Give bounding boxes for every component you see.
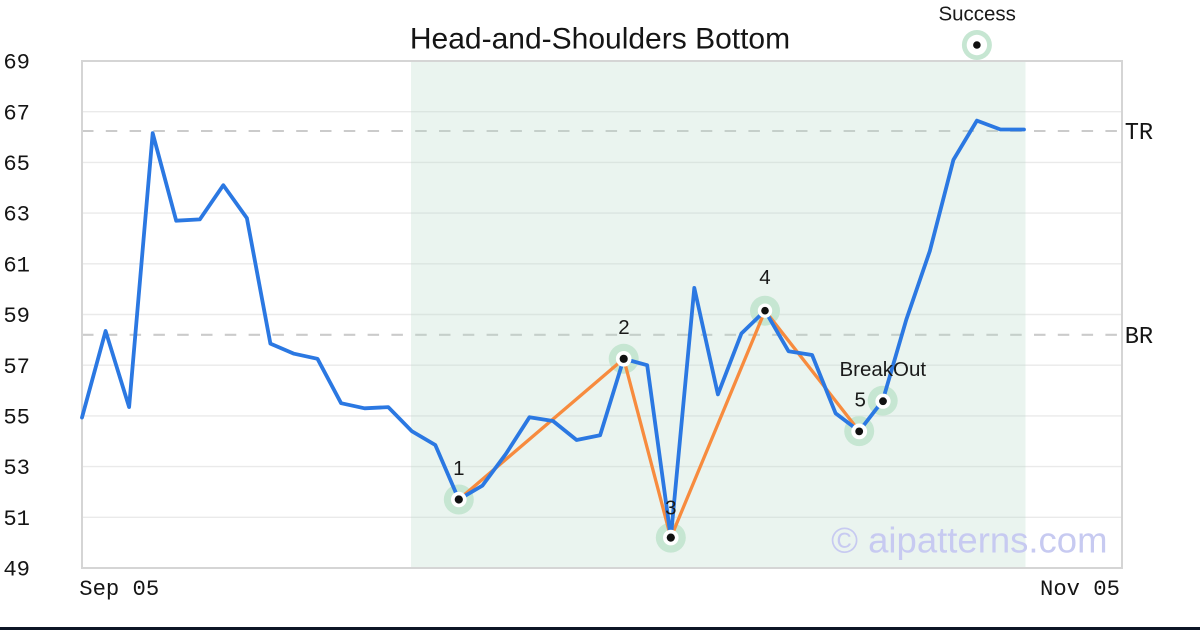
svg-text:Head-and-Shoulders Bottom: Head-and-Shoulders Bottom [410,23,790,56]
svg-text:Success: Success [938,2,1015,25]
svg-text:63: 63 [3,203,30,228]
svg-text:BR: BR [1125,324,1153,351]
svg-text:67: 67 [3,101,30,126]
svg-text:53: 53 [3,456,30,481]
svg-text:55: 55 [3,406,30,431]
svg-text:Nov 05: Nov 05 [1040,577,1120,602]
svg-text:57: 57 [3,355,30,380]
svg-text:65: 65 [3,152,30,177]
svg-text:61: 61 [3,253,30,278]
svg-text:49: 49 [3,558,30,583]
svg-text:69: 69 [3,51,30,76]
svg-text:4: 4 [759,266,770,289]
svg-text:5: 5 [854,389,865,412]
svg-text:3: 3 [665,497,676,520]
svg-text:BreakOut: BreakOut [839,358,926,381]
svg-text:1: 1 [453,457,464,480]
svg-text:TR: TR [1125,120,1153,147]
svg-text:51: 51 [3,507,30,532]
svg-text:© aipatterns.com: © aipatterns.com [831,520,1107,561]
svg-text:59: 59 [3,304,30,329]
svg-text:2: 2 [618,316,629,339]
svg-text:Sep 05: Sep 05 [79,577,159,602]
